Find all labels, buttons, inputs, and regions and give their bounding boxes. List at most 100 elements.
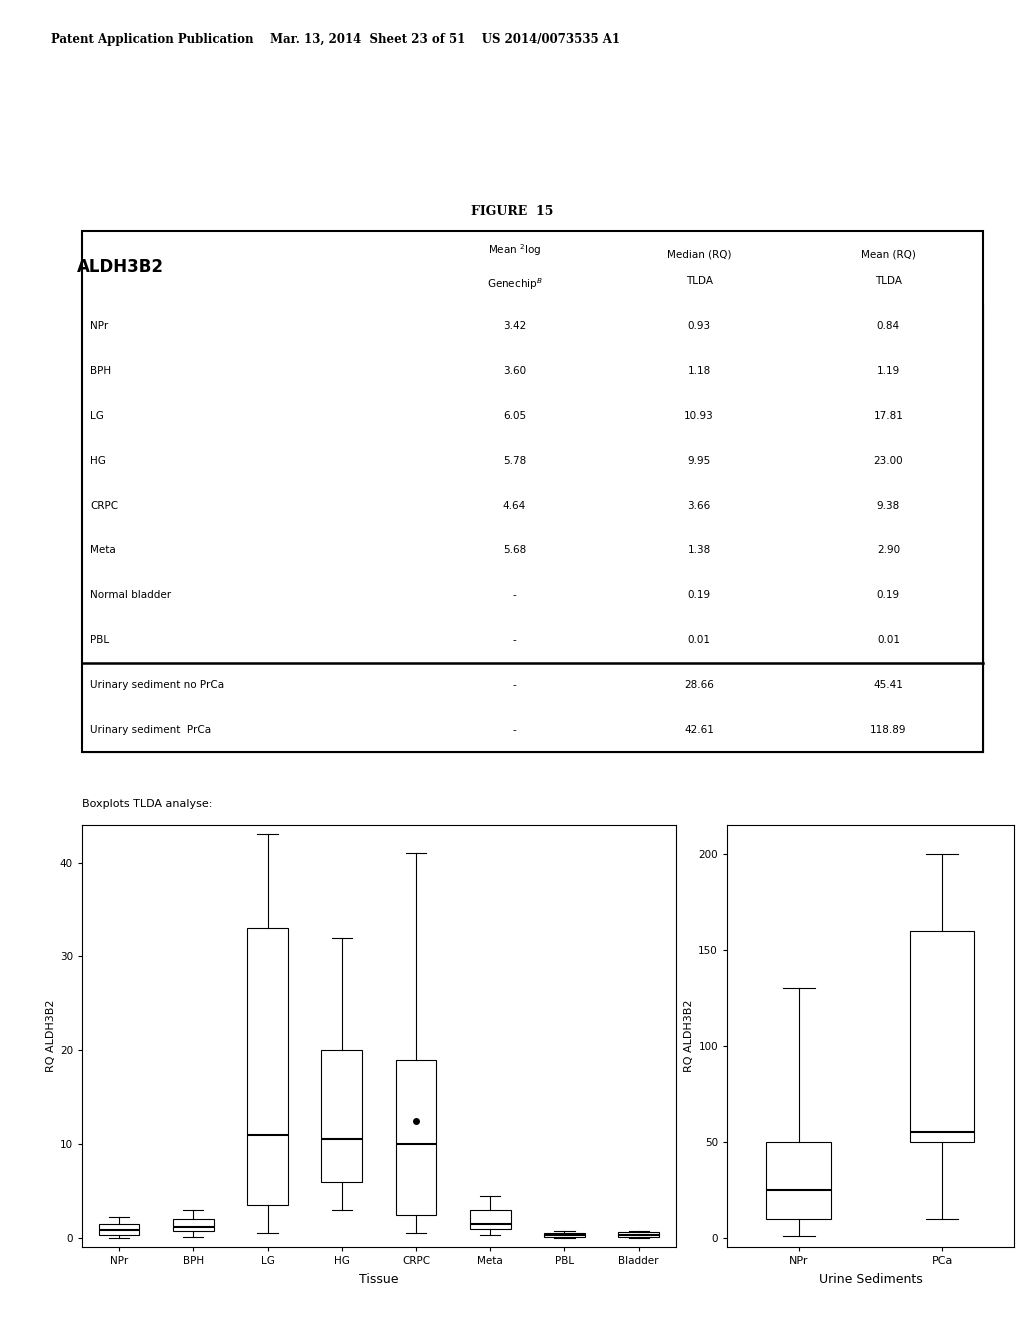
Bar <box>424 393 604 438</box>
Text: -: - <box>513 590 516 601</box>
PathPatch shape <box>395 1060 436 1214</box>
Text: 6.05: 6.05 <box>503 411 526 421</box>
Text: 28.66: 28.66 <box>684 680 714 690</box>
Bar <box>82 483 424 528</box>
Text: 118.89: 118.89 <box>870 725 906 735</box>
Text: 5.78: 5.78 <box>503 455 526 466</box>
Bar <box>82 618 424 663</box>
Text: -: - <box>513 680 516 690</box>
PathPatch shape <box>98 1224 139 1236</box>
Bar <box>794 231 983 304</box>
Bar <box>424 573 604 618</box>
Text: NPr: NPr <box>90 321 109 331</box>
Text: Meta: Meta <box>90 545 116 556</box>
Text: 0.01: 0.01 <box>688 635 711 645</box>
Text: 23.00: 23.00 <box>873 455 903 466</box>
Text: 1.18: 1.18 <box>687 366 711 376</box>
PathPatch shape <box>544 1233 585 1237</box>
PathPatch shape <box>470 1210 511 1229</box>
Bar <box>604 573 794 618</box>
Text: 0.93: 0.93 <box>688 321 711 331</box>
PathPatch shape <box>766 1142 830 1218</box>
Text: 0.01: 0.01 <box>877 635 900 645</box>
X-axis label: Tissue: Tissue <box>359 1274 398 1287</box>
Bar <box>424 528 604 573</box>
Bar <box>82 231 983 752</box>
Bar <box>604 348 794 393</box>
Bar <box>82 393 424 438</box>
Bar <box>794 708 983 752</box>
Bar <box>424 618 604 663</box>
Text: -: - <box>513 725 516 735</box>
Text: Patent Application Publication    Mar. 13, 2014  Sheet 23 of 51    US 2014/00735: Patent Application Publication Mar. 13, … <box>51 33 621 46</box>
Bar <box>794 393 983 438</box>
Bar <box>424 483 604 528</box>
Text: ALDH3B2: ALDH3B2 <box>77 259 164 276</box>
Bar <box>794 348 983 393</box>
Bar <box>794 618 983 663</box>
Bar <box>604 393 794 438</box>
Text: HG: HG <box>90 455 106 466</box>
X-axis label: Urine Sediments: Urine Sediments <box>818 1274 923 1287</box>
Text: PBL: PBL <box>90 635 110 645</box>
Text: 3.42: 3.42 <box>503 321 526 331</box>
Bar <box>604 231 794 304</box>
Bar <box>424 663 604 708</box>
Text: -: - <box>513 635 516 645</box>
Y-axis label: RQ ALDH3B2: RQ ALDH3B2 <box>684 1001 694 1072</box>
Text: Urinary sediment  PrCa: Urinary sediment PrCa <box>90 725 211 735</box>
Bar <box>604 483 794 528</box>
Bar <box>604 438 794 483</box>
Bar <box>82 528 424 573</box>
Text: CRPC: CRPC <box>90 500 118 511</box>
Bar <box>604 304 794 348</box>
Text: 2.90: 2.90 <box>877 545 900 556</box>
Bar <box>424 231 604 304</box>
Bar <box>794 483 983 528</box>
Text: Boxplots TLDA analyse:: Boxplots TLDA analyse: <box>82 799 212 809</box>
Bar <box>794 438 983 483</box>
Bar <box>794 304 983 348</box>
Text: 3.66: 3.66 <box>687 500 711 511</box>
Text: 9.95: 9.95 <box>687 455 711 466</box>
Bar <box>604 618 794 663</box>
PathPatch shape <box>247 928 288 1205</box>
Bar <box>82 348 424 393</box>
Text: 17.81: 17.81 <box>873 411 903 421</box>
Bar <box>82 573 424 618</box>
Bar <box>604 663 794 708</box>
Text: 0.19: 0.19 <box>688 590 711 601</box>
Text: Mean $^2$log

Genechip$^B$: Mean $^2$log Genechip$^B$ <box>486 243 543 292</box>
Bar <box>424 348 604 393</box>
Bar <box>604 528 794 573</box>
Text: 1.38: 1.38 <box>687 545 711 556</box>
Text: 4.64: 4.64 <box>503 500 526 511</box>
Text: 9.38: 9.38 <box>877 500 900 511</box>
Bar <box>424 708 604 752</box>
Bar <box>424 304 604 348</box>
Bar <box>794 663 983 708</box>
PathPatch shape <box>322 1051 362 1181</box>
Text: Normal bladder: Normal bladder <box>90 590 171 601</box>
Text: 5.68: 5.68 <box>503 545 526 556</box>
Text: BPH: BPH <box>90 366 112 376</box>
Bar <box>794 573 983 618</box>
Text: 1.19: 1.19 <box>877 366 900 376</box>
Text: Mean (RQ)

TLDA: Mean (RQ) TLDA <box>861 249 915 285</box>
Text: 0.19: 0.19 <box>877 590 900 601</box>
Bar <box>82 231 424 304</box>
Text: Urinary sediment no PrCa: Urinary sediment no PrCa <box>90 680 224 690</box>
Bar <box>794 528 983 573</box>
Text: 42.61: 42.61 <box>684 725 714 735</box>
Bar <box>82 304 424 348</box>
Text: Median (RQ)

TLDA: Median (RQ) TLDA <box>667 249 731 285</box>
Bar <box>82 663 424 708</box>
Bar <box>424 438 604 483</box>
Text: 0.84: 0.84 <box>877 321 900 331</box>
PathPatch shape <box>173 1220 214 1232</box>
Bar <box>604 708 794 752</box>
PathPatch shape <box>909 931 975 1142</box>
Text: 3.60: 3.60 <box>503 366 526 376</box>
Text: LG: LG <box>90 411 104 421</box>
Text: 10.93: 10.93 <box>684 411 714 421</box>
